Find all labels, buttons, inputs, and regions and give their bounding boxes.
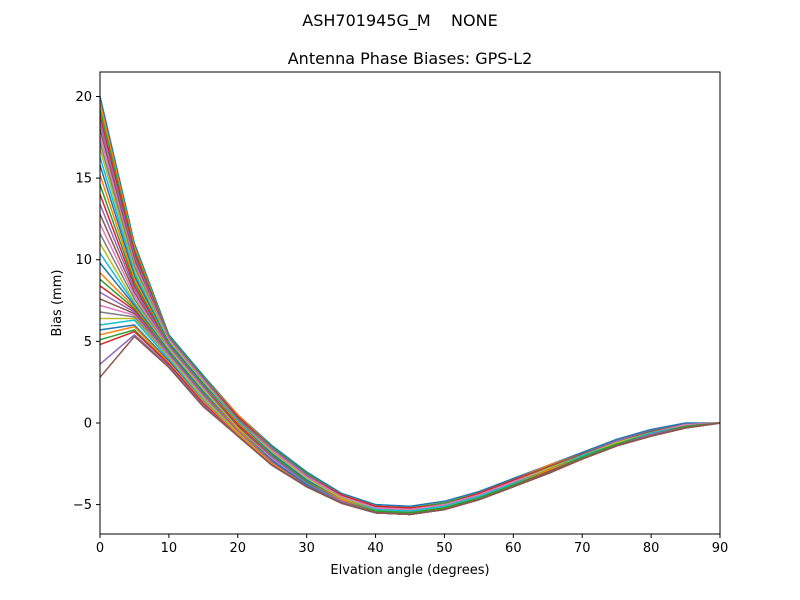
series-line-24 bbox=[99, 285, 721, 516]
series-line-9 bbox=[99, 148, 721, 512]
x-tick-label: 90 bbox=[712, 541, 729, 556]
plot-frame bbox=[99, 71, 721, 535]
series-line-34 bbox=[99, 330, 721, 516]
x-tick-label: 0 bbox=[96, 541, 104, 556]
series-line-25 bbox=[99, 291, 721, 516]
series-line-6 bbox=[99, 128, 721, 511]
series-line-26 bbox=[99, 298, 721, 516]
y-axis-label: Bias (mm) bbox=[50, 270, 65, 337]
y-axis: −5 0 5 10 15 20 bbox=[73, 90, 100, 513]
series-line-12 bbox=[99, 174, 721, 514]
plot-area: 0 10 20 30 40 50 60 70 80 90 −5 0 5 10 15 20 bbox=[73, 71, 728, 556]
x-tick-label: 60 bbox=[505, 541, 522, 556]
x-axis: 0 10 20 30 40 50 60 70 80 90 bbox=[96, 534, 728, 556]
series-line-23 bbox=[99, 278, 721, 516]
series-line-13 bbox=[99, 184, 721, 514]
chart-title: Antenna Phase Biases: GPS-L2 bbox=[288, 49, 533, 68]
series-line-3 bbox=[99, 109, 721, 509]
series-line-36 bbox=[99, 335, 721, 516]
series-line-30 bbox=[99, 319, 721, 516]
x-axis-label: Elvation angle (degrees) bbox=[330, 563, 489, 578]
series-layer bbox=[99, 96, 721, 516]
series-line-28 bbox=[99, 311, 721, 516]
series-line-8 bbox=[99, 141, 721, 512]
series-line-32 bbox=[99, 325, 721, 516]
series-line-14 bbox=[99, 194, 721, 516]
y-tick-label: −5 bbox=[73, 498, 92, 513]
y-tick-label: 5 bbox=[84, 335, 92, 350]
series-line-1 bbox=[99, 96, 720, 507]
series-line-10 bbox=[99, 156, 721, 512]
y-tick-label: 10 bbox=[75, 253, 92, 268]
series-line-11 bbox=[99, 164, 721, 514]
series-line-35 bbox=[99, 334, 721, 516]
series-line-2 bbox=[99, 102, 721, 509]
y-tick-label: 15 bbox=[75, 172, 92, 187]
series-line-33 bbox=[99, 329, 721, 516]
x-tick-label: 80 bbox=[643, 541, 660, 556]
x-tick-label: 40 bbox=[367, 541, 384, 556]
figure-suptitle: ASH701945G_M NONE bbox=[302, 11, 497, 31]
x-tick-label: 30 bbox=[298, 541, 315, 556]
x-tick-label: 50 bbox=[436, 541, 453, 556]
y-tick-label: 0 bbox=[84, 416, 92, 431]
x-tick-label: 10 bbox=[161, 541, 178, 556]
series-line-31 bbox=[99, 324, 721, 516]
series-line-15 bbox=[99, 203, 721, 516]
y-tick-label: 20 bbox=[75, 90, 92, 105]
x-tick-label: 70 bbox=[574, 541, 591, 556]
series-line-5 bbox=[99, 122, 721, 511]
series-line-29 bbox=[100, 317, 721, 516]
series-line-27 bbox=[99, 304, 721, 516]
series-line-7 bbox=[99, 135, 721, 511]
x-tick-label: 20 bbox=[230, 541, 247, 556]
series-line-4 bbox=[99, 115, 721, 509]
